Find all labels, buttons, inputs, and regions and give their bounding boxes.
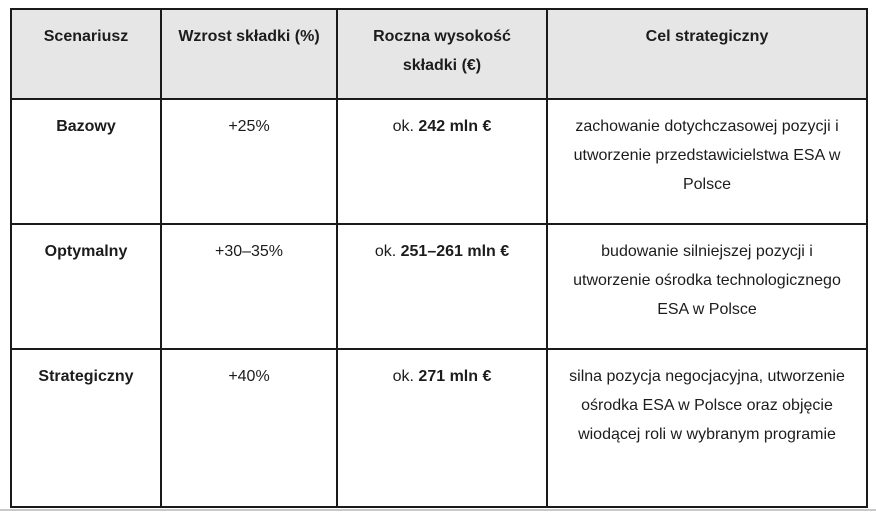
- column-header-goal: Cel strategiczny: [546, 8, 868, 100]
- header-row: Scenariusz Wzrost składki (%) Roczna wys…: [10, 8, 868, 100]
- growth-value: +30–35%: [160, 223, 338, 350]
- amount-value-cell: ok. 242 mln €: [336, 98, 548, 225]
- scenario-name: Strategiczny: [10, 348, 162, 508]
- bottom-divider: [0, 509, 876, 511]
- growth-value: +25%: [160, 98, 338, 225]
- esa-scenarios-table: Scenariusz Wzrost składki (%) Roczna wys…: [10, 8, 868, 508]
- amount-value: 242 mln €: [418, 118, 492, 135]
- growth-value: +40%: [160, 348, 338, 508]
- amount-value: 251–261 mln €: [400, 243, 510, 260]
- table-row-optymalny: Optymalny +30–35% ok. 251–261 mln € budo…: [10, 223, 868, 350]
- strategic-goal: silna pozycja negocjacyjna, utworzenie o…: [546, 348, 868, 508]
- table-row-bazowy: Bazowy +25% ok. 242 mln € zachowanie dot…: [10, 98, 868, 225]
- amount-prefix: ok.: [392, 118, 414, 135]
- column-header-scenario: Scenariusz: [10, 8, 162, 100]
- column-header-growth: Wzrost składki (%): [160, 8, 338, 100]
- strategic-goal: budowanie silniejszej pozycji i utworzen…: [546, 223, 868, 350]
- amount-prefix: ok.: [392, 368, 414, 385]
- amount-value-cell: ok. 271 mln €: [336, 348, 548, 508]
- strategic-goal: zachowanie dotychczasowej pozycji i utwo…: [546, 98, 868, 225]
- amount-value-cell: ok. 251–261 mln €: [336, 223, 548, 350]
- table-row-strategiczny: Strategiczny +40% ok. 271 mln € silna po…: [10, 348, 868, 508]
- amount-prefix: ok.: [374, 243, 397, 260]
- scenario-name: Bazowy: [10, 98, 162, 225]
- amount-value: 271 mln €: [418, 368, 492, 385]
- scenario-name: Optymalny: [10, 223, 162, 350]
- column-header-amount: Roczna wysokość składki (€): [336, 8, 548, 100]
